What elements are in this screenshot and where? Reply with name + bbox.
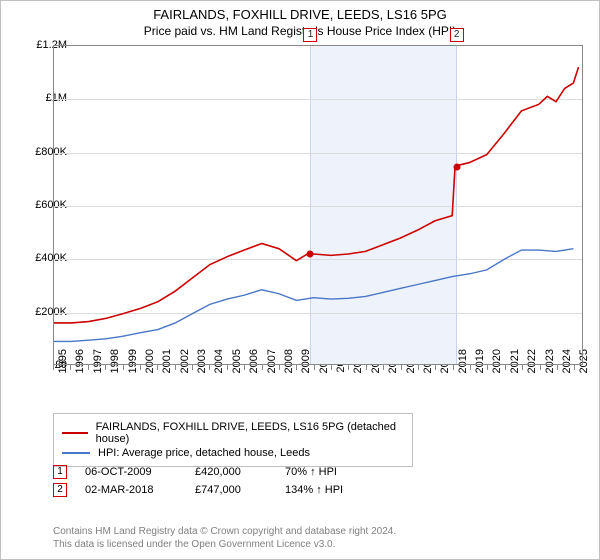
chart-dot-2 <box>453 163 460 170</box>
event-marker-1: 1 <box>53 465 67 479</box>
plot-area: 12 <box>53 45 583 365</box>
chart-marker-2: 2 <box>450 28 464 42</box>
series-hpi <box>54 249 573 342</box>
footer-line-1: Contains HM Land Registry data © Crown c… <box>53 525 396 538</box>
chart-container: FAIRLANDS, FOXHILL DRIVE, LEEDS, LS16 5P… <box>0 0 600 560</box>
title-subtitle: Price paid vs. HM Land Registry's House … <box>1 24 599 38</box>
event-price: £747,000 <box>195 484 285 496</box>
event-relative: 70% ↑ HPI <box>285 466 395 478</box>
event-marker-2: 2 <box>53 483 67 497</box>
footer-attribution: Contains HM Land Registry data © Crown c… <box>53 525 396 551</box>
legend-item: HPI: Average price, detached house, Leed… <box>62 447 404 459</box>
legend-item: FAIRLANDS, FOXHILL DRIVE, LEEDS, LS16 5P… <box>62 421 404 445</box>
legend: FAIRLANDS, FOXHILL DRIVE, LEEDS, LS16 5P… <box>53 413 413 467</box>
footer-line-2: This data is licensed under the Open Gov… <box>53 538 396 551</box>
title-address: FAIRLANDS, FOXHILL DRIVE, LEEDS, LS16 5P… <box>1 7 599 22</box>
legend-label: FAIRLANDS, FOXHILL DRIVE, LEEDS, LS16 5P… <box>96 421 404 445</box>
event-date: 06-OCT-2009 <box>85 466 195 478</box>
chart-marker-1: 1 <box>303 28 317 42</box>
event-table: 1 06-OCT-2009£420,00070% ↑ HPI 2 02-MAR-201… <box>53 461 395 501</box>
legend-label: HPI: Average price, detached house, Leed… <box>98 447 310 459</box>
event-row: 2 02-MAR-2018£747,000134% ↑ HPI <box>53 483 395 497</box>
chart-dot-1 <box>307 251 314 258</box>
event-row: 1 06-OCT-2009£420,00070% ↑ HPI <box>53 465 395 479</box>
event-date: 02-MAR-2018 <box>85 484 195 496</box>
series-property <box>54 67 579 323</box>
event-price: £420,000 <box>195 466 285 478</box>
event-relative: 134% ↑ HPI <box>285 484 395 496</box>
line-series <box>54 46 582 364</box>
